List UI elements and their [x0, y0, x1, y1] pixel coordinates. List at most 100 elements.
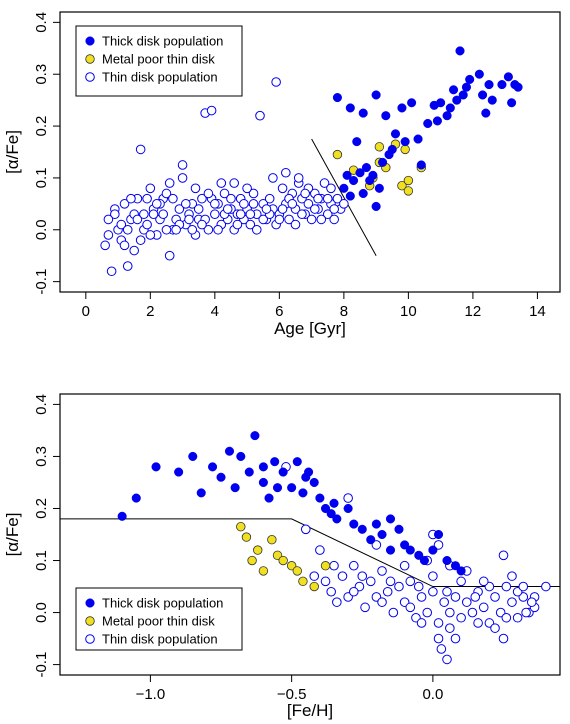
data-point: [413, 581, 424, 592]
x-tick-label: 2: [146, 303, 154, 320]
data-point: [394, 524, 404, 534]
data-point: [319, 178, 330, 188]
data-point: [310, 204, 320, 214]
data-point: [224, 446, 235, 456]
data-point: [521, 607, 531, 618]
data-point: [277, 183, 288, 194]
plot-area: [100, 46, 523, 277]
data-point: [348, 175, 359, 186]
data-point: [400, 137, 410, 147]
y-tick-label: -0.1: [33, 269, 50, 295]
data-point: [174, 467, 184, 477]
data-point: [343, 503, 353, 514]
data-point: [450, 592, 461, 602]
data-point: [258, 462, 268, 472]
data-point: [245, 209, 256, 220]
y-axis-label: [α/Fe]: [3, 513, 22, 557]
data-point: [481, 108, 491, 118]
data-point: [239, 199, 249, 209]
data-point: [470, 592, 481, 602]
data-point: [298, 576, 308, 587]
data-point: [126, 193, 136, 204]
data-point: [116, 219, 127, 230]
data-point: [203, 188, 214, 199]
legend-marker: [85, 634, 95, 644]
data-point: [139, 209, 149, 220]
data-point: [403, 186, 414, 196]
data-point: [235, 209, 246, 220]
data-point: [461, 597, 472, 607]
data-point: [518, 581, 529, 592]
y-tick-label: 0.2: [33, 498, 50, 519]
data-point: [400, 540, 410, 550]
data-point: [428, 571, 438, 581]
data-point: [253, 545, 263, 555]
data-point: [428, 586, 438, 597]
data-point: [465, 74, 475, 84]
data-point: [358, 188, 368, 199]
data-point: [456, 612, 466, 623]
data-point: [497, 80, 507, 90]
data-point: [422, 607, 433, 618]
data-point: [342, 170, 352, 180]
data-point: [445, 623, 455, 633]
data-point: [442, 111, 452, 121]
data-point: [450, 633, 461, 644]
data-point: [405, 602, 416, 613]
legend-marker: [85, 54, 95, 64]
data-point: [541, 581, 551, 592]
data-point: [164, 250, 175, 261]
data-point: [348, 586, 359, 597]
data-point: [284, 214, 294, 225]
data-point: [377, 529, 387, 540]
chart-panel-1: 0 2 4 6 8 10 12 14 -0.1 0.0 0.1 0.2 0.3 0.4 Age [Gyr] […: [3, 11, 561, 338]
data-point: [339, 199, 349, 209]
data-point: [456, 576, 466, 587]
data-point: [416, 160, 426, 170]
data-point: [385, 514, 396, 524]
data-point: [332, 149, 343, 160]
x-tick-label: 8: [340, 303, 348, 320]
x-tick-label: 12: [465, 303, 482, 320]
legend-label: Thin disk population: [102, 632, 218, 647]
data-point: [501, 581, 512, 592]
data-point: [117, 511, 127, 521]
y-tick-label: 0.3: [33, 446, 50, 467]
data-point: [244, 467, 254, 477]
data-point: [355, 168, 365, 178]
data-point: [248, 199, 259, 209]
data-point: [210, 209, 220, 220]
data-point: [216, 178, 227, 188]
data-point: [332, 514, 342, 524]
data-point: [432, 116, 442, 126]
x-tick-label: 0.0: [422, 686, 443, 703]
data-point: [371, 540, 382, 550]
data-point: [135, 144, 146, 155]
data-point: [206, 105, 217, 116]
legend-label: Metal poor thin disk: [102, 614, 215, 629]
data-point: [388, 607, 399, 618]
data-point: [513, 82, 523, 92]
data-point: [361, 163, 372, 173]
data-point: [507, 571, 517, 581]
legend-label: Thin disk population: [102, 70, 218, 85]
data-point: [320, 561, 331, 571]
data-point: [332, 93, 342, 103]
plot-frame: [59, 393, 561, 676]
data-point: [433, 618, 444, 628]
data-point: [177, 160, 188, 170]
x-axis-label: [Fe/H]: [287, 701, 333, 720]
data-point: [232, 219, 243, 230]
data-point: [151, 462, 161, 472]
data-point: [366, 535, 376, 545]
x-tick-label: 6: [275, 303, 283, 320]
data-point: [374, 142, 385, 152]
data-point: [419, 555, 429, 566]
data-point: [292, 566, 302, 576]
data-point: [236, 451, 246, 461]
data-point: [230, 483, 240, 493]
data-point: [197, 219, 207, 230]
data-point: [507, 597, 517, 607]
data-point: [316, 214, 327, 225]
data-point: [142, 193, 152, 204]
